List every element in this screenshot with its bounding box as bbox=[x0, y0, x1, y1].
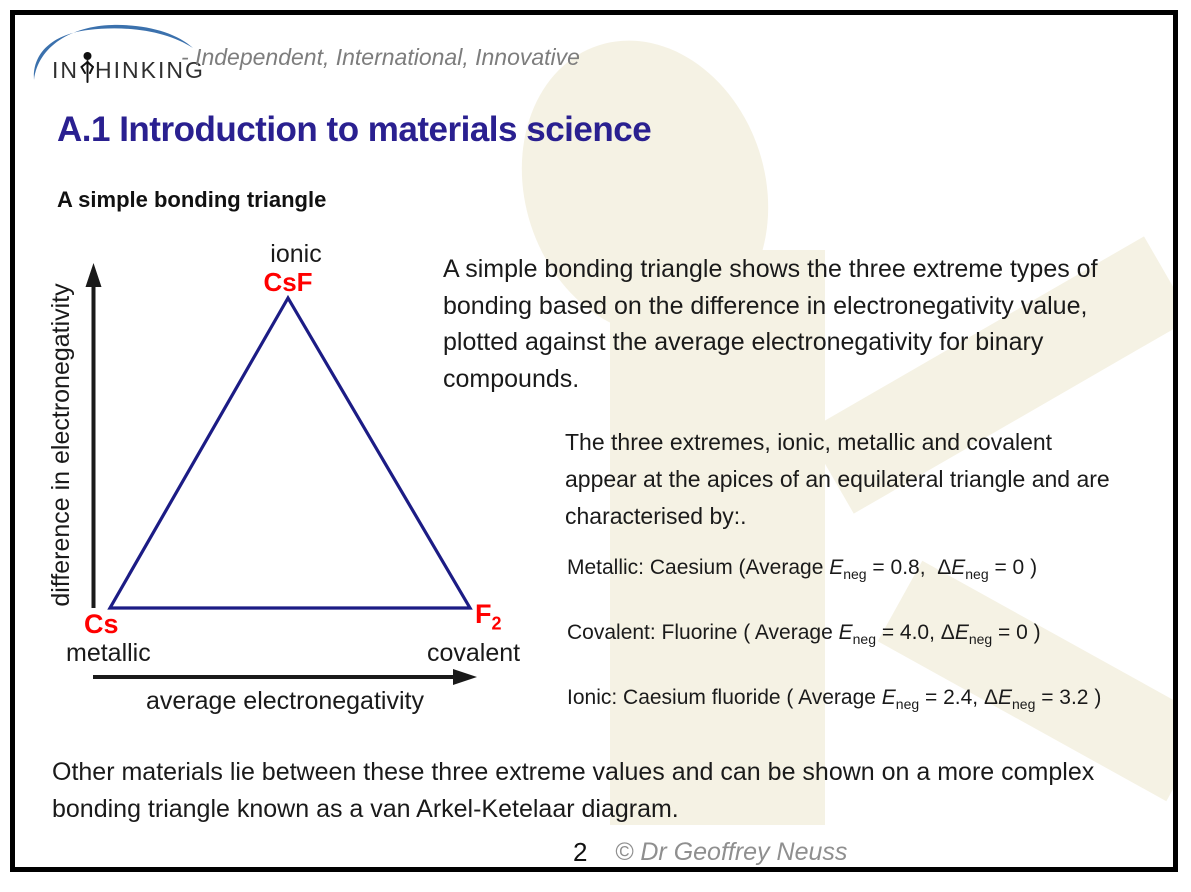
thinker-person-icon bbox=[80, 52, 94, 83]
covalent-mid: = 4.0, Δ bbox=[875, 621, 955, 644]
e-symbol: E bbox=[838, 621, 853, 644]
page-number: 2 bbox=[573, 837, 588, 867]
intro-paragraph: A simple bonding triangle shows the thre… bbox=[443, 255, 1098, 393]
e-symbol: E bbox=[881, 686, 896, 709]
extremes-intro-paragraph: The three extremes, ionic, metallic and … bbox=[565, 429, 1110, 529]
ionic-extreme-line: Ionic: Caesium fluoride ( Average Eneg =… bbox=[567, 686, 1101, 712]
y-axis-label: difference in electronegativity bbox=[47, 283, 75, 607]
f2-base: F bbox=[475, 599, 492, 629]
metallic-pre: Metallic: Caesium (Average bbox=[567, 556, 830, 579]
tagline: - Independent, International, Innovative bbox=[181, 44, 580, 70]
apex-label-covalent: covalent bbox=[427, 639, 521, 667]
x-axis-label: average electronegativity bbox=[146, 687, 424, 715]
neg-subscript: neg bbox=[852, 631, 876, 648]
metallic-mid: = 0.8, Δ bbox=[866, 556, 952, 579]
covalent-pre: Covalent: Fluorine ( Average bbox=[567, 621, 839, 644]
metallic-extreme-line: Metallic: Caesium (Average Eneg = 0.8, Δ… bbox=[567, 556, 1037, 582]
y-axis-arrow bbox=[85, 263, 102, 608]
triangle-outline bbox=[107, 294, 473, 610]
logo-text-prefix: IN bbox=[52, 57, 79, 83]
e-symbol: E bbox=[997, 686, 1012, 709]
slide-frame: IN HINKING - Independent, International,… bbox=[10, 10, 1178, 872]
inthinking-logo: IN HINKING bbox=[52, 51, 205, 84]
compound-f2: F2 bbox=[475, 599, 502, 634]
logo-text-suffix: HINKING bbox=[95, 57, 205, 83]
e-symbol: E bbox=[951, 556, 966, 579]
section-subtitle: A simple bonding triangle bbox=[57, 187, 327, 212]
e-symbol: E bbox=[954, 621, 969, 644]
watermark-body-band bbox=[610, 250, 825, 825]
neg-subscript: neg bbox=[895, 696, 920, 713]
ionic-post: = 3.2 ) bbox=[1035, 686, 1102, 709]
page-title: A.1 Introduction to materials science bbox=[57, 110, 652, 149]
neg-subscript: neg bbox=[968, 631, 993, 648]
covalent-extreme-line: Covalent: Fluorine ( Average Eneg = 4.0,… bbox=[567, 621, 1041, 647]
bonding-triangle-diagram bbox=[85, 263, 477, 685]
e-symbol: E bbox=[829, 556, 844, 579]
x-axis-arrow bbox=[93, 669, 477, 685]
compound-cs: Cs bbox=[84, 609, 119, 639]
neg-subscript: neg bbox=[965, 566, 989, 583]
metallic-post: = 0 ) bbox=[988, 556, 1038, 579]
apex-label-ionic: ionic bbox=[270, 240, 322, 268]
ionic-pre: Ionic: Caesium fluoride ( Average bbox=[567, 686, 882, 709]
covalent-post: = 0 ) bbox=[992, 621, 1041, 644]
copyright-text: © Dr Geoffrey Neuss http://www.thinkib.n… bbox=[615, 838, 848, 866]
neg-subscript: neg bbox=[843, 566, 867, 583]
apex-label-metallic: metallic bbox=[66, 639, 151, 667]
compound-csf: CsF bbox=[263, 267, 313, 297]
ionic-mid: = 2.4, Δ bbox=[919, 686, 998, 709]
closing-paragraph: Other materials lie between these three … bbox=[52, 758, 1095, 823]
f2-subscript: 2 bbox=[491, 613, 502, 634]
neg-subscript: neg bbox=[1012, 696, 1036, 713]
